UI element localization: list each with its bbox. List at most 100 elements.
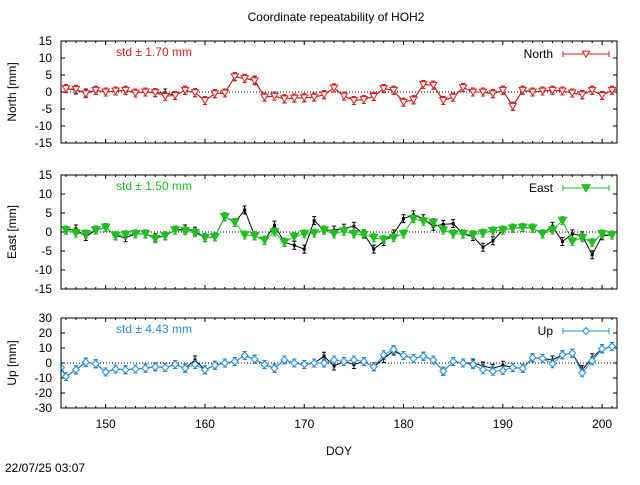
reference-point bbox=[570, 232, 574, 236]
series-point bbox=[80, 230, 91, 239]
reference-point bbox=[372, 247, 376, 251]
series-point bbox=[538, 354, 547, 363]
series-point bbox=[140, 230, 151, 239]
series-point bbox=[249, 231, 260, 241]
y-axis-label: East [mm] bbox=[5, 205, 19, 259]
series-point bbox=[220, 358, 229, 368]
series-point bbox=[300, 360, 309, 369]
series-point bbox=[468, 88, 478, 97]
plot-frame bbox=[60, 317, 618, 409]
series-point bbox=[339, 92, 349, 101]
reference-point bbox=[481, 245, 485, 249]
series-point bbox=[240, 351, 249, 360]
series-point bbox=[408, 96, 418, 105]
series-point bbox=[448, 93, 458, 102]
x-tick-label: 190 bbox=[493, 417, 513, 431]
reference-point bbox=[352, 224, 356, 228]
series-point bbox=[428, 218, 439, 228]
series-point bbox=[199, 233, 211, 243]
x-axis-label: DOY bbox=[326, 444, 352, 458]
series-point bbox=[320, 358, 329, 368]
series-point bbox=[101, 88, 111, 97]
y-tick-label: -10 bbox=[35, 263, 53, 277]
series-point bbox=[399, 98, 409, 107]
series-point bbox=[568, 349, 577, 358]
series-point bbox=[150, 234, 161, 244]
series-point bbox=[349, 97, 359, 105]
series-point bbox=[518, 86, 528, 95]
reference-point bbox=[491, 239, 495, 243]
series-point bbox=[606, 231, 617, 240]
series-point bbox=[587, 238, 598, 248]
reference-point bbox=[243, 208, 247, 212]
series-point bbox=[467, 230, 479, 240]
series-point bbox=[151, 362, 160, 371]
y-tick-label: -20 bbox=[35, 386, 53, 400]
legend-marker bbox=[581, 50, 591, 59]
x-tick-label: 180 bbox=[394, 417, 414, 431]
series-point bbox=[239, 231, 250, 240]
series-point bbox=[299, 94, 309, 103]
series-point bbox=[348, 230, 359, 239]
series-point bbox=[71, 365, 80, 374]
x-tick-label: 160 bbox=[195, 417, 215, 431]
series-point bbox=[290, 358, 299, 368]
series-point bbox=[459, 358, 468, 368]
series-point bbox=[359, 357, 368, 366]
series-point bbox=[329, 355, 339, 365]
series-point bbox=[597, 230, 608, 239]
series-point bbox=[91, 86, 101, 95]
series-point bbox=[121, 365, 130, 374]
series-point bbox=[369, 362, 378, 371]
series-point bbox=[229, 218, 240, 228]
series-point bbox=[140, 88, 150, 97]
std-annotation: std ± 1.70 mm bbox=[116, 45, 192, 59]
reference-point bbox=[332, 364, 336, 368]
series-point bbox=[309, 229, 320, 238]
reference-point bbox=[441, 222, 445, 226]
series-point bbox=[418, 81, 428, 89]
y-tick-label: 10 bbox=[39, 187, 53, 201]
series-point bbox=[230, 357, 239, 366]
series-point bbox=[170, 92, 180, 100]
plot-area bbox=[61, 72, 617, 111]
plot-frame bbox=[60, 174, 618, 290]
series-point bbox=[259, 236, 270, 246]
series-point bbox=[607, 86, 617, 95]
series-point bbox=[379, 85, 389, 93]
reference-point bbox=[312, 219, 316, 223]
series-point bbox=[439, 367, 448, 376]
series-point bbox=[269, 228, 280, 237]
y-tick-label: 0 bbox=[45, 225, 52, 239]
series-point bbox=[111, 87, 121, 96]
series-point bbox=[210, 90, 220, 98]
series-point bbox=[508, 363, 517, 372]
series-point bbox=[498, 366, 507, 375]
series-point bbox=[270, 364, 279, 373]
series-point bbox=[448, 230, 459, 239]
series-point bbox=[478, 365, 488, 374]
series-point bbox=[160, 231, 171, 241]
series-point bbox=[260, 93, 270, 102]
series-point bbox=[537, 230, 548, 239]
y-tick-label: -15 bbox=[35, 282, 53, 296]
series-point bbox=[279, 95, 289, 104]
series-point bbox=[359, 96, 369, 104]
series-point bbox=[548, 359, 557, 368]
series-point bbox=[358, 230, 369, 240]
series-point bbox=[190, 89, 200, 97]
series-point bbox=[289, 94, 299, 103]
series-point bbox=[368, 233, 379, 243]
series-point bbox=[508, 102, 518, 111]
series-point bbox=[101, 367, 110, 377]
series-point bbox=[61, 226, 72, 235]
series-point bbox=[528, 353, 537, 362]
y-tick-label: 5 bbox=[45, 68, 52, 82]
series-point bbox=[250, 355, 259, 364]
series-point bbox=[130, 230, 141, 239]
legend-marker bbox=[581, 326, 591, 336]
series-point bbox=[399, 351, 408, 360]
series-point bbox=[310, 358, 319, 368]
legend-marker bbox=[580, 184, 592, 193]
series-point bbox=[527, 224, 538, 233]
